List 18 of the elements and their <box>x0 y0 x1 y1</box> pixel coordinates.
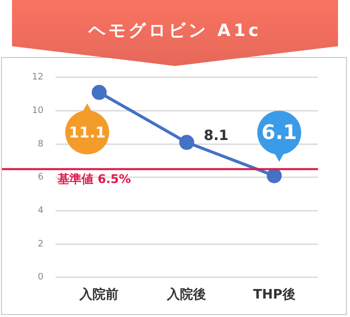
y-tick-label: 6 <box>38 172 44 183</box>
point <box>266 168 282 184</box>
y-tick-label: 2 <box>38 239 44 250</box>
y-tick-label: 10 <box>32 106 44 116</box>
ref-line-label: 基準値 6.5% <box>56 172 131 186</box>
chart-title: ヘモグロビン A1c <box>87 20 262 42</box>
data-label: 8.1 <box>204 128 229 144</box>
data-label: 6.1 <box>262 120 297 144</box>
x-tick-label: 入院前 <box>78 286 119 303</box>
point <box>179 134 194 150</box>
x-tick-label: 入院後 <box>166 286 206 303</box>
y-tick-label: 12 <box>32 72 44 83</box>
y-tick-label: 8 <box>38 139 44 150</box>
y-tick-label: 4 <box>38 206 44 216</box>
point <box>92 84 107 100</box>
x-tick-label: THP後 <box>253 286 296 303</box>
data-label: 11.1 <box>68 123 106 142</box>
y-tick-label: 0 <box>38 272 44 283</box>
